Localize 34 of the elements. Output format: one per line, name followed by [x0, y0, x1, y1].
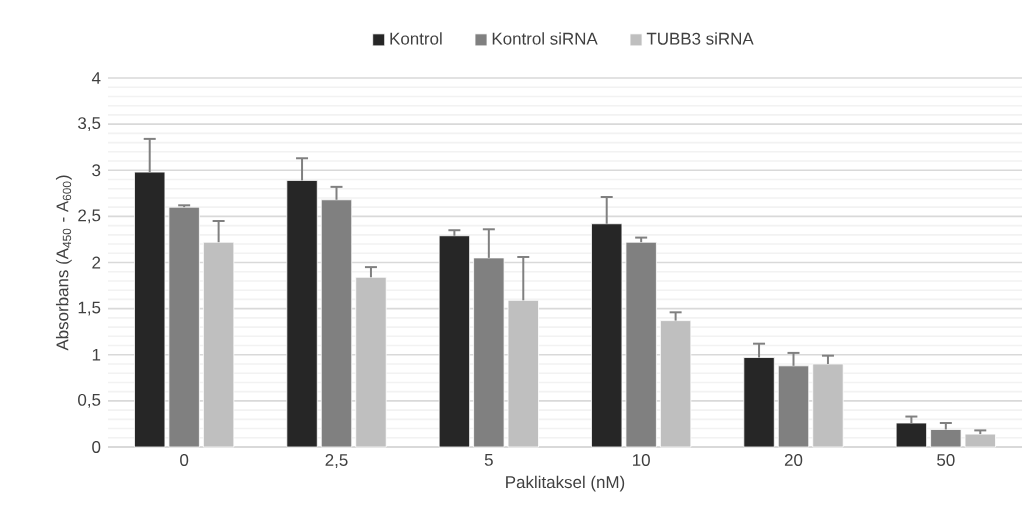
- bar: [202, 241, 235, 448]
- x-tick-label: 10: [633, 454, 650, 467]
- y-tick-label: 0,5: [78, 393, 101, 408]
- x-tick-label: 0: [180, 454, 189, 467]
- legend-label: Kontrol: [390, 32, 442, 45]
- bar: [659, 320, 692, 448]
- y-tick-label: 3: [92, 164, 101, 177]
- bar: [895, 422, 928, 448]
- bar: [168, 206, 200, 448]
- bar: [507, 299, 539, 448]
- x-tick-label: 5: [484, 454, 493, 466]
- bar: [591, 223, 623, 448]
- legend-label: TUBB3 siRNA: [646, 32, 754, 45]
- y-tick-label: 3,5: [78, 117, 101, 132]
- bar: [438, 235, 471, 448]
- bar: [134, 171, 166, 448]
- x-tick-label: 2,5: [325, 454, 348, 469]
- x-tick-label: 50: [937, 454, 955, 467]
- y-tick-label: 2,5: [78, 209, 101, 224]
- y-tick-label: 0: [92, 441, 101, 453]
- x-axis-title: Paklitaksel (nM): [506, 475, 625, 492]
- legend-label: Kontrol siRNA: [492, 32, 598, 45]
- bar: [355, 276, 387, 448]
- y-tick-label: 4: [91, 72, 101, 84]
- bar: [812, 363, 844, 448]
- bar: [964, 433, 996, 448]
- y-tick-label: 1,5: [78, 301, 101, 316]
- y-tick-label: 2: [92, 256, 101, 269]
- bar: [743, 357, 775, 448]
- x-tick-label: 20: [784, 454, 803, 467]
- y-axis-title: Absorbans (A$_{450}$ - A$_{600}$): [55, 175, 72, 351]
- bar: [286, 180, 318, 448]
- y-tick-label: 1: [92, 348, 101, 361]
- bar: [625, 241, 657, 448]
